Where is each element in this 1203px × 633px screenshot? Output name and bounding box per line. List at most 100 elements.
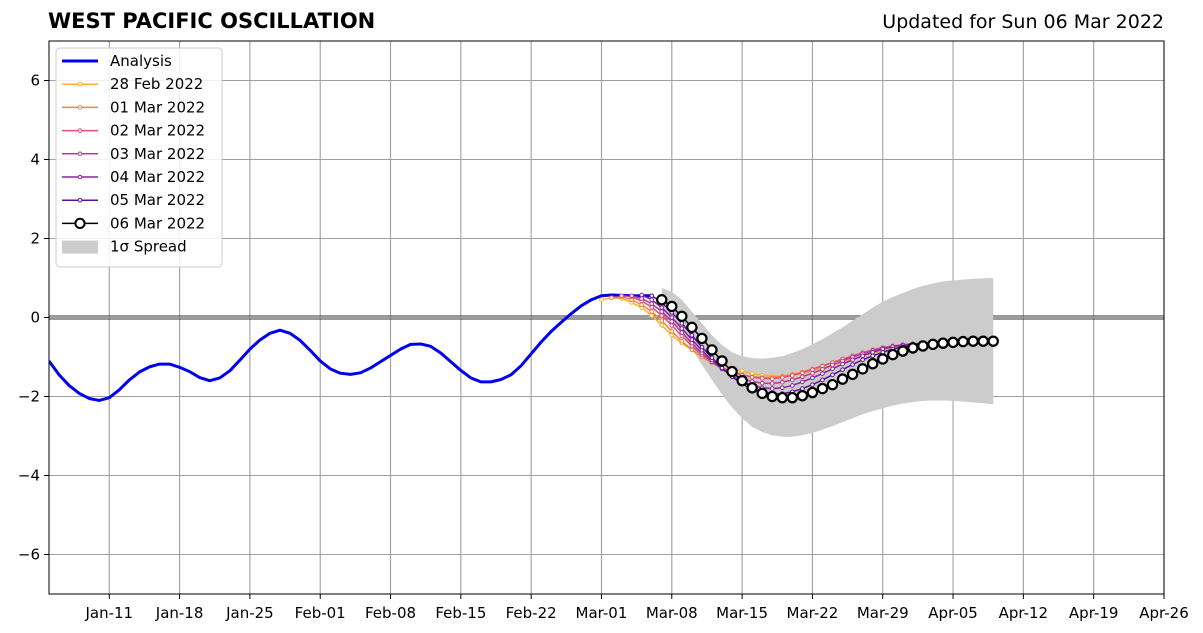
legend-marker [77, 81, 83, 87]
legend-entry: 02 Mar 2022 [62, 122, 205, 140]
legend-entry: 01 Mar 2022 [62, 98, 205, 116]
legend-label: 03 Mar 2022 [110, 145, 205, 163]
legend-entry: 03 Mar 2022 [62, 145, 205, 163]
forecast-point [769, 381, 775, 386]
forecast-point [679, 338, 685, 344]
forecast-point [860, 353, 865, 359]
x-tick-label: Feb-22 [506, 604, 557, 622]
forecast-point [719, 365, 725, 371]
x-tick-label: Jan-11 [84, 604, 133, 622]
forecast-point [689, 332, 695, 338]
y-tick-label: 2 [30, 230, 40, 248]
x-tick-label: Mar-15 [716, 604, 768, 622]
forecast-point [759, 376, 765, 381]
forecast-point [840, 361, 845, 367]
forecast-point [669, 319, 675, 324]
forecast-point [679, 330, 685, 335]
spread-band [661, 278, 994, 437]
x-tick-label: Mar-01 [576, 604, 628, 622]
x-tick-label: Feb-08 [365, 604, 416, 622]
forecast-point [669, 332, 675, 338]
forecast-point [629, 293, 634, 299]
forecast-point [686, 321, 698, 334]
legend-marker [77, 174, 83, 180]
y-tick-label: −6 [18, 546, 40, 564]
legend-label: 04 Mar 2022 [110, 168, 205, 186]
forecast-point [736, 375, 748, 387]
y-axis: −6 −4 −2 0 2 4 6 [18, 72, 49, 564]
x-tick-label: Jan-18 [155, 604, 204, 622]
forecast-point [836, 373, 849, 385]
forecast-point [800, 379, 805, 385]
forecast-point [820, 371, 825, 376]
forecast-point [887, 348, 899, 361]
legend-marker [74, 217, 86, 229]
forecast-point [649, 297, 655, 303]
forecast-point [806, 386, 819, 399]
forecast-point [669, 315, 675, 320]
forecast-point [800, 374, 805, 380]
forecast-point [860, 357, 865, 363]
forecast-point [649, 309, 655, 314]
forecast-point [866, 358, 879, 370]
x-tick-label: Apr-12 [999, 604, 1049, 622]
forecast-point [649, 293, 655, 299]
forecast-point [619, 293, 624, 299]
chart-title: WEST PACIFIC OSCILLATION [48, 9, 376, 33]
x-tick-label: Mar-29 [857, 604, 909, 622]
forecast-point [830, 366, 835, 372]
legend-label: 02 Mar 2022 [110, 122, 205, 140]
forecast-point [649, 301, 655, 306]
forecast-point [846, 368, 859, 381]
forecast-point [877, 353, 889, 365]
forecast-point [850, 362, 855, 367]
legend-marker [77, 151, 83, 157]
spread-band-area [661, 278, 994, 437]
forecast-point [759, 380, 765, 386]
y-tick-label: 4 [30, 151, 40, 169]
legend: Analysis 28 Feb 2022 01 Mar 2022 02 Mar 202… [55, 47, 223, 268]
x-tick-label: Feb-15 [435, 604, 486, 622]
x-tick-label: Jan-25 [225, 604, 274, 622]
forecast-point [840, 367, 845, 372]
updated-date: Updated for Sun 06 Mar 2022 [882, 11, 1164, 33]
forecast-point [917, 340, 929, 352]
forecast-point [669, 329, 675, 334]
forecast-point [676, 310, 688, 323]
forecast-point [830, 372, 835, 378]
forecast-point [937, 337, 949, 349]
forecast-series [599, 292, 999, 404]
legend-entry: Analysis [62, 52, 172, 70]
forecast-point [746, 382, 758, 394]
forecast-point [669, 323, 675, 328]
forecast-point [826, 378, 839, 391]
forecast-point [726, 365, 738, 378]
legend-marker [77, 197, 83, 203]
y-tick-label: −4 [18, 467, 40, 485]
forecast-point [679, 321, 685, 326]
legend-label: 01 Mar 2022 [110, 98, 205, 116]
forecast-point [659, 309, 665, 314]
forecast-point [800, 386, 805, 391]
legend-box [55, 47, 223, 268]
forecast-point [666, 300, 678, 313]
x-axis: Jan-11 Jan-18 Jan-25 Feb-01 Feb-08 Feb-15 Feb-… [84, 594, 1189, 622]
forecast-point [656, 294, 668, 306]
forecast-point [756, 387, 768, 400]
x-tick-label: Apr-19 [1069, 604, 1119, 622]
forecast-point [779, 375, 785, 380]
forecast-point [699, 344, 705, 350]
legend-entry: 04 Mar 2022 [62, 168, 205, 186]
forecast-point [820, 377, 825, 383]
legend-marker [77, 105, 83, 110]
forecast-point [609, 295, 614, 301]
forecast-point [987, 335, 999, 347]
forecast-point [897, 345, 909, 357]
forecast-point [947, 336, 959, 349]
forecast-point [659, 313, 665, 318]
forecast-point [776, 391, 788, 404]
forecast-point [790, 383, 795, 388]
forecast-point [696, 332, 708, 345]
legend-entry: 06 Mar 2022 [62, 214, 205, 232]
x-tick-label: Mar-08 [646, 604, 698, 622]
